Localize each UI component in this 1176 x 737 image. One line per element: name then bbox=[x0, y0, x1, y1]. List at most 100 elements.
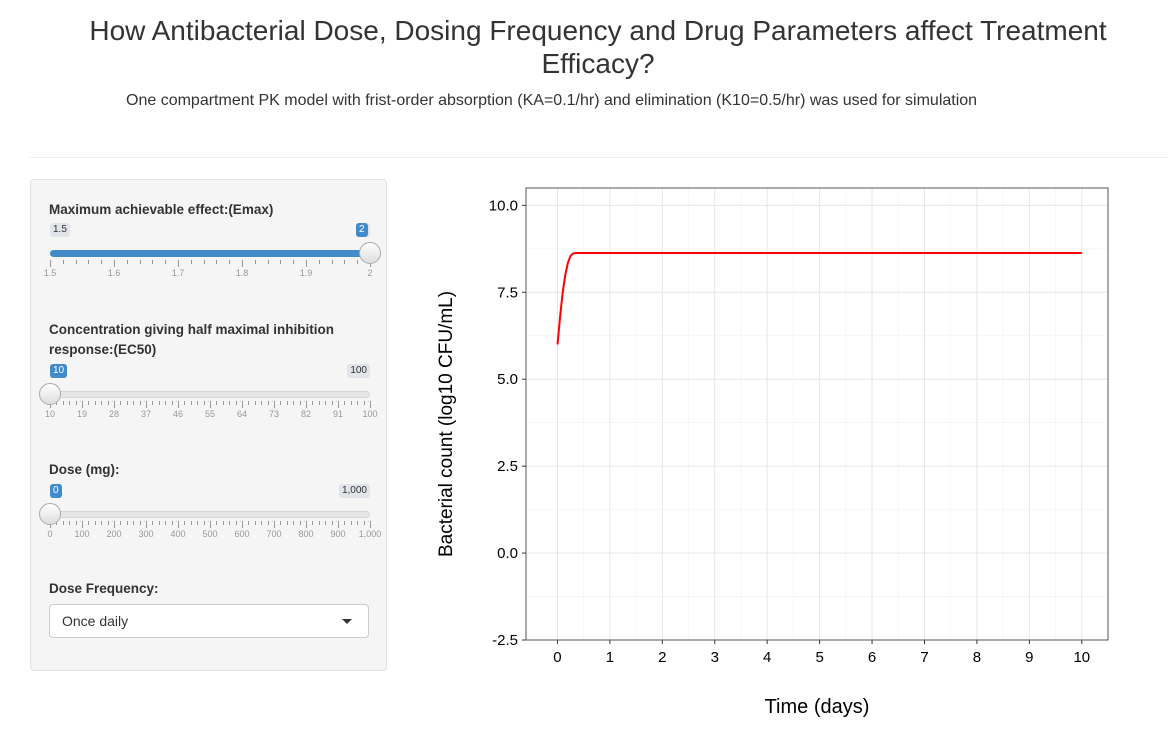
slider-tick-label: 100 bbox=[362, 409, 378, 419]
slider-tick-label: 700 bbox=[266, 529, 282, 539]
slider-tick bbox=[293, 521, 295, 525]
ec50-label: Concentration giving half maximal inhibi… bbox=[49, 322, 335, 357]
slider-tick bbox=[242, 401, 243, 408]
slider-tick bbox=[267, 521, 269, 525]
slider-tick bbox=[62, 521, 64, 525]
slider-tick bbox=[344, 260, 346, 264]
slider-tick bbox=[126, 401, 128, 405]
slider-tick bbox=[184, 521, 186, 525]
x-tick-label: 4 bbox=[763, 649, 771, 666]
slider-tick bbox=[146, 401, 147, 408]
x-tick-label: 0 bbox=[553, 649, 561, 666]
slider-tick bbox=[254, 521, 256, 525]
slider-tick-label: 300 bbox=[138, 529, 154, 539]
dose-max-label: 1,000 bbox=[338, 484, 370, 498]
slider-tick-label: 100 bbox=[74, 529, 90, 539]
dose-ticks bbox=[50, 521, 371, 529]
y-tick-label: -2.5 bbox=[492, 632, 518, 649]
y-tick-label: 7.5 bbox=[497, 284, 518, 301]
slider-tick bbox=[293, 401, 295, 405]
slider-tick bbox=[254, 260, 256, 264]
ec50-max-label: 100 bbox=[347, 364, 370, 378]
slider-tick bbox=[331, 401, 333, 405]
slider-tick bbox=[114, 401, 115, 408]
y-tick-label: 2.5 bbox=[497, 458, 518, 475]
slider-tick-label: 19 bbox=[76, 409, 88, 419]
ec50-track[interactable] bbox=[50, 391, 370, 398]
emax-handle[interactable] bbox=[359, 242, 381, 264]
slider-tick bbox=[363, 401, 365, 405]
slider-tick bbox=[216, 260, 218, 264]
slider-tick-label: 1.6 bbox=[107, 268, 121, 278]
slider-tick-label: 200 bbox=[106, 529, 122, 539]
slider-tick bbox=[216, 521, 218, 525]
slider-tick bbox=[107, 401, 109, 405]
slider-tick-label: 1,000 bbox=[358, 529, 382, 539]
slider-tick bbox=[101, 521, 103, 525]
slider-tick bbox=[139, 521, 141, 525]
slider-tick bbox=[75, 521, 77, 525]
slider-tick-label: 1.7 bbox=[171, 268, 185, 278]
slider-tick bbox=[274, 401, 275, 408]
slider-tick bbox=[210, 521, 211, 528]
slider-tick-label: 46 bbox=[172, 409, 184, 419]
slider-tick bbox=[190, 521, 192, 525]
slider-tick bbox=[101, 401, 103, 405]
emax-value-label: 2 bbox=[356, 223, 368, 237]
dose-track[interactable] bbox=[50, 511, 370, 518]
slider-tick-label: 91 bbox=[332, 409, 344, 419]
slider-tick bbox=[158, 401, 160, 405]
frequency-selected-value: Once daily bbox=[62, 613, 129, 629]
x-axis-label: Time (days) bbox=[765, 696, 870, 718]
dose-handle[interactable] bbox=[39, 503, 61, 525]
x-axis-ticks: 0 1 2 3 4 5 6 7 8 9 10 bbox=[553, 640, 1090, 666]
slider-tick-label: 37 bbox=[140, 409, 152, 419]
slider-tick bbox=[261, 401, 263, 405]
slider-tick bbox=[197, 401, 199, 405]
slider-tick bbox=[363, 521, 365, 525]
slider-tick bbox=[350, 521, 352, 525]
x-tick-label: 8 bbox=[973, 649, 981, 666]
slider-tick-label: 400 bbox=[170, 529, 186, 539]
slider-tick bbox=[50, 260, 51, 267]
y-axis-label: Bacterial count (log10 CFU/mL) bbox=[436, 291, 457, 557]
emax-slider[interactable]: 1.5 2 2 1.51.61.71.81.92 bbox=[44, 223, 381, 283]
slider-tick bbox=[325, 521, 327, 525]
slider-tick bbox=[178, 521, 179, 528]
chart-grid bbox=[526, 188, 1108, 641]
slider-tick bbox=[126, 260, 128, 264]
slider-tick-label: 800 bbox=[298, 529, 314, 539]
slider-tick-label: 2 bbox=[367, 268, 373, 278]
slider-tick bbox=[229, 260, 231, 264]
slider-tick bbox=[94, 521, 96, 525]
slider-tick bbox=[229, 401, 231, 405]
slider-tick bbox=[286, 401, 288, 405]
frequency-select[interactable]: Once daily bbox=[49, 604, 369, 638]
slider-tick bbox=[370, 401, 371, 408]
dose-slider[interactable]: 0 1,000 0 01002003004005006007008009001,… bbox=[39, 484, 381, 544]
slider-tick bbox=[280, 401, 282, 405]
emax-min-label: 1.5 bbox=[50, 223, 70, 237]
slider-tick bbox=[114, 521, 115, 528]
slider-tick bbox=[222, 401, 224, 405]
y-tick-label: 5.0 bbox=[497, 371, 518, 388]
slider-tick bbox=[56, 521, 58, 525]
slider-tick bbox=[69, 401, 71, 405]
slider-tick bbox=[280, 521, 282, 525]
slider-tick bbox=[184, 401, 186, 405]
chart-series bbox=[556, 252, 1082, 345]
emax-ticks bbox=[50, 260, 371, 268]
x-tick-label: 7 bbox=[920, 649, 928, 666]
slider-tick bbox=[56, 401, 58, 405]
slider-tick-label: 1.9 bbox=[299, 268, 313, 278]
slider-tick bbox=[75, 260, 77, 264]
slider-tick bbox=[139, 260, 141, 264]
dose-value-label: 0 bbox=[50, 484, 62, 498]
slider-tick bbox=[171, 521, 173, 525]
slider-tick-label: 28 bbox=[108, 409, 120, 419]
emax-label: Maximum achievable effect:(Emax) bbox=[49, 202, 274, 217]
chevron-down-icon[interactable] bbox=[342, 619, 352, 624]
page-title: How Antibacterial Dose, Dosing Frequency… bbox=[89, 15, 1107, 79]
ec50-handle[interactable] bbox=[39, 383, 61, 405]
